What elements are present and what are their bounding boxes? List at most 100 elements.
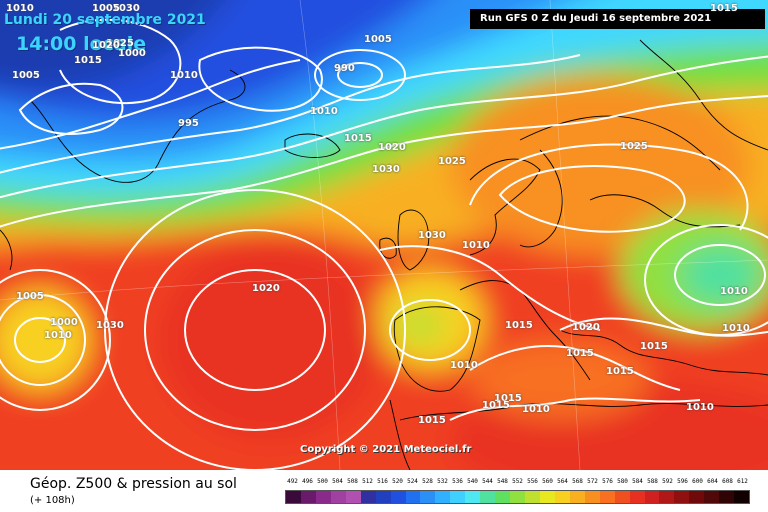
legend-color-swatch <box>584 491 600 503</box>
forecast-date: Lundi 20 septembre 2021 <box>4 12 206 28</box>
legend-color-swatch <box>704 491 720 503</box>
legend-color-swatch <box>300 491 316 503</box>
isobar-label: 1010 <box>720 286 748 297</box>
legend-tick-label: 580 <box>617 478 628 485</box>
legend-color-swatch <box>629 491 645 503</box>
isobar-label: 1020 <box>378 142 406 153</box>
weather-map: Lundi 20 septembre 2021 14:00 locale Run… <box>0 0 768 470</box>
legend-color-swatch <box>420 491 436 503</box>
isobar-label: 1010 <box>722 323 750 334</box>
isobar-label: 990 <box>334 63 355 74</box>
legend-color-swatch <box>330 491 346 503</box>
legend-tick-label: 492 <box>287 478 298 485</box>
legend-tick-label: 592 <box>662 478 673 485</box>
isobar-label: 1005 <box>12 70 40 81</box>
isobar-label: 1015 <box>505 320 533 331</box>
legend-color-swatch <box>480 491 496 503</box>
isobar-label: 995 <box>178 118 199 129</box>
isobar-label: 1030 <box>96 320 124 331</box>
isobar-label: 1005 <box>92 3 120 14</box>
isobar-label: 1025 <box>106 38 134 49</box>
isobar-label: 1015 <box>344 133 372 144</box>
isobar-label: 1010 <box>6 3 34 14</box>
legend-color-swatch <box>689 491 705 503</box>
legend: Géop. Z500 & pression au sol (+ 108h) 49… <box>0 470 768 512</box>
legend-tick-label: 564 <box>557 478 568 485</box>
legend-tick-label: 536 <box>452 478 463 485</box>
isobar-label: 1015 <box>74 55 102 66</box>
isobar-label: 1010 <box>44 330 72 341</box>
legend-color-swatch <box>450 491 466 503</box>
forecast-time: 14:00 locale <box>16 33 147 55</box>
legend-tick-label: 500 <box>317 478 328 485</box>
legend-color-swatch <box>614 491 630 503</box>
legend-color-swatch <box>674 491 690 503</box>
legend-color-swatch <box>525 491 540 503</box>
legend-color-swatch <box>554 491 570 503</box>
copyright: Copyright © 2021 Meteociel.fr <box>300 444 472 455</box>
legend-color-swatch <box>599 491 615 503</box>
legend-tick-label: 528 <box>422 478 433 485</box>
legend-tick-label: 532 <box>437 478 448 485</box>
legend-tick-label: 556 <box>527 478 538 485</box>
legend-tick-label: 520 <box>392 478 403 485</box>
isobar-label: 1020 <box>252 283 280 294</box>
isobar-label: 1000 <box>50 317 78 328</box>
isobar-label: 1010 <box>686 402 714 413</box>
isobar-label: 1030 <box>372 164 400 175</box>
isobar-label: 1015 <box>494 393 522 404</box>
isobar-label: 1015 <box>482 400 510 411</box>
legend-color-swatch <box>435 491 451 503</box>
legend-color-swatch <box>510 491 525 503</box>
legend-color-swatch <box>390 491 406 503</box>
legend-color-scale <box>285 490 750 504</box>
legend-tick-label: 612 <box>737 478 748 485</box>
isobars <box>0 18 768 470</box>
isobar-label: 1005 <box>16 291 44 302</box>
legend-tick-label: 512 <box>362 478 373 485</box>
isobar-label: 1005 <box>364 34 392 45</box>
isobar-label: 1030 <box>112 3 140 14</box>
legend-title: Géop. Z500 & pression au sol <box>30 476 237 492</box>
isobar-label: 1010 <box>462 240 490 251</box>
run-info: Run GFS 0 Z du Jeudi 16 septembre 2021 <box>470 9 765 29</box>
legend-tick-label: 604 <box>707 478 718 485</box>
isobar-label: 1015 <box>606 366 634 377</box>
legend-tick-label: 576 <box>602 478 613 485</box>
legend-color-swatch <box>360 491 376 503</box>
isobar-label: 1010 <box>450 360 478 371</box>
legend-tick-label: 544 <box>482 478 493 485</box>
legend-tick-label: 596 <box>677 478 688 485</box>
legend-tick-label: 508 <box>347 478 358 485</box>
legend-color-swatch <box>734 491 750 503</box>
isobar-label: 1000 <box>118 48 146 59</box>
legend-ticks: 492 496 500 504 508 512 516 520 524 528 532 536 540 5… <box>285 478 750 488</box>
isobar-label: 1015 <box>640 341 668 352</box>
isobar-label: 1025 <box>620 141 648 152</box>
legend-tick-label: 572 <box>587 478 598 485</box>
legend-tick-label: 524 <box>407 478 418 485</box>
isobar-label: 1020 <box>572 322 600 333</box>
legend-tick-label: 608 <box>722 478 733 485</box>
legend-tick-label: 516 <box>377 478 388 485</box>
legend-color-swatch <box>286 491 301 503</box>
legend-tick-label: 568 <box>572 478 583 485</box>
legend-tick-label: 600 <box>692 478 703 485</box>
legend-subtitle: (+ 108h) <box>30 495 75 506</box>
isobar-label: 1010 <box>310 106 338 117</box>
legend-color-swatch <box>315 491 331 503</box>
legend-color-swatch <box>495 491 511 503</box>
isobar-label: 1015 <box>566 348 594 359</box>
legend-tick-label: 588 <box>647 478 658 485</box>
legend-tick-label: 496 <box>302 478 313 485</box>
legend-tick-label: 540 <box>467 478 478 485</box>
legend-color-swatch <box>375 491 391 503</box>
isobar-label: 1030 <box>418 230 446 241</box>
legend-color-swatch <box>644 491 660 503</box>
legend-color-swatch <box>719 491 735 503</box>
legend-tick-label: 504 <box>332 478 343 485</box>
isobar-label: 1025 <box>438 156 466 167</box>
legend-color-swatch <box>659 491 675 503</box>
geopotential-field <box>0 0 768 470</box>
isobar-label: 1020 <box>92 40 120 51</box>
